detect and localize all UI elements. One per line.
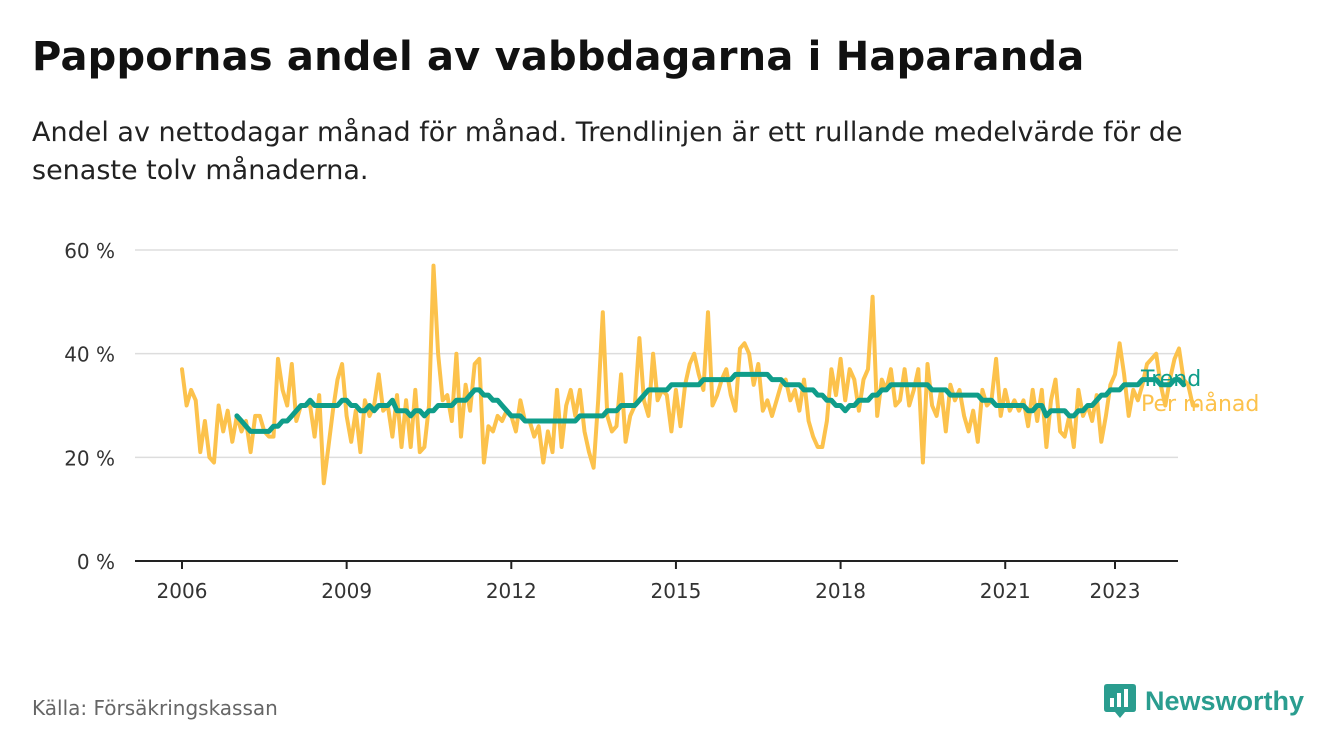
series-trend-line	[234, 371, 1187, 434]
x-tick-label: 2023	[1090, 579, 1141, 603]
y-tick-label: 20 %	[64, 446, 115, 470]
x-tick-label: 2021	[980, 579, 1031, 603]
source-note: Källa: Försäkringskassan	[32, 696, 278, 720]
legend-label-trend: Trend	[1140, 367, 1201, 392]
series-per-manad-line	[180, 263, 1200, 486]
brand-name: Newsworthy	[1145, 685, 1305, 716]
brand-logo: Newsworthy	[1103, 682, 1304, 720]
y-tick-label: 0 %	[77, 550, 115, 574]
x-tick-label: 2012	[486, 579, 537, 603]
y-tick-label: 40 %	[64, 343, 115, 367]
x-tick-label: 2009	[321, 579, 372, 603]
series-lines	[180, 263, 1200, 486]
y-axis: 0 % 20 % 40 % 60 %	[64, 239, 115, 574]
newsworthy-logo-icon	[1104, 684, 1136, 718]
x-tick-label: 2006	[157, 579, 208, 603]
chart-title: Pappornas andel av vabbdagarna i Haparan…	[32, 34, 1085, 80]
legend-label-per-manad: Per månad	[1141, 391, 1259, 417]
chart-subtitle: Andel av nettodagar månad för månad. Tre…	[32, 117, 1183, 186]
x-axis: 2006 2009 2012 2015 2018 2021 2023	[157, 561, 1141, 603]
x-tick-label: 2018	[815, 579, 866, 603]
grid-lines	[135, 249, 1178, 562]
y-tick-label: 60 %	[64, 239, 115, 263]
x-tick-label: 2015	[650, 579, 701, 603]
